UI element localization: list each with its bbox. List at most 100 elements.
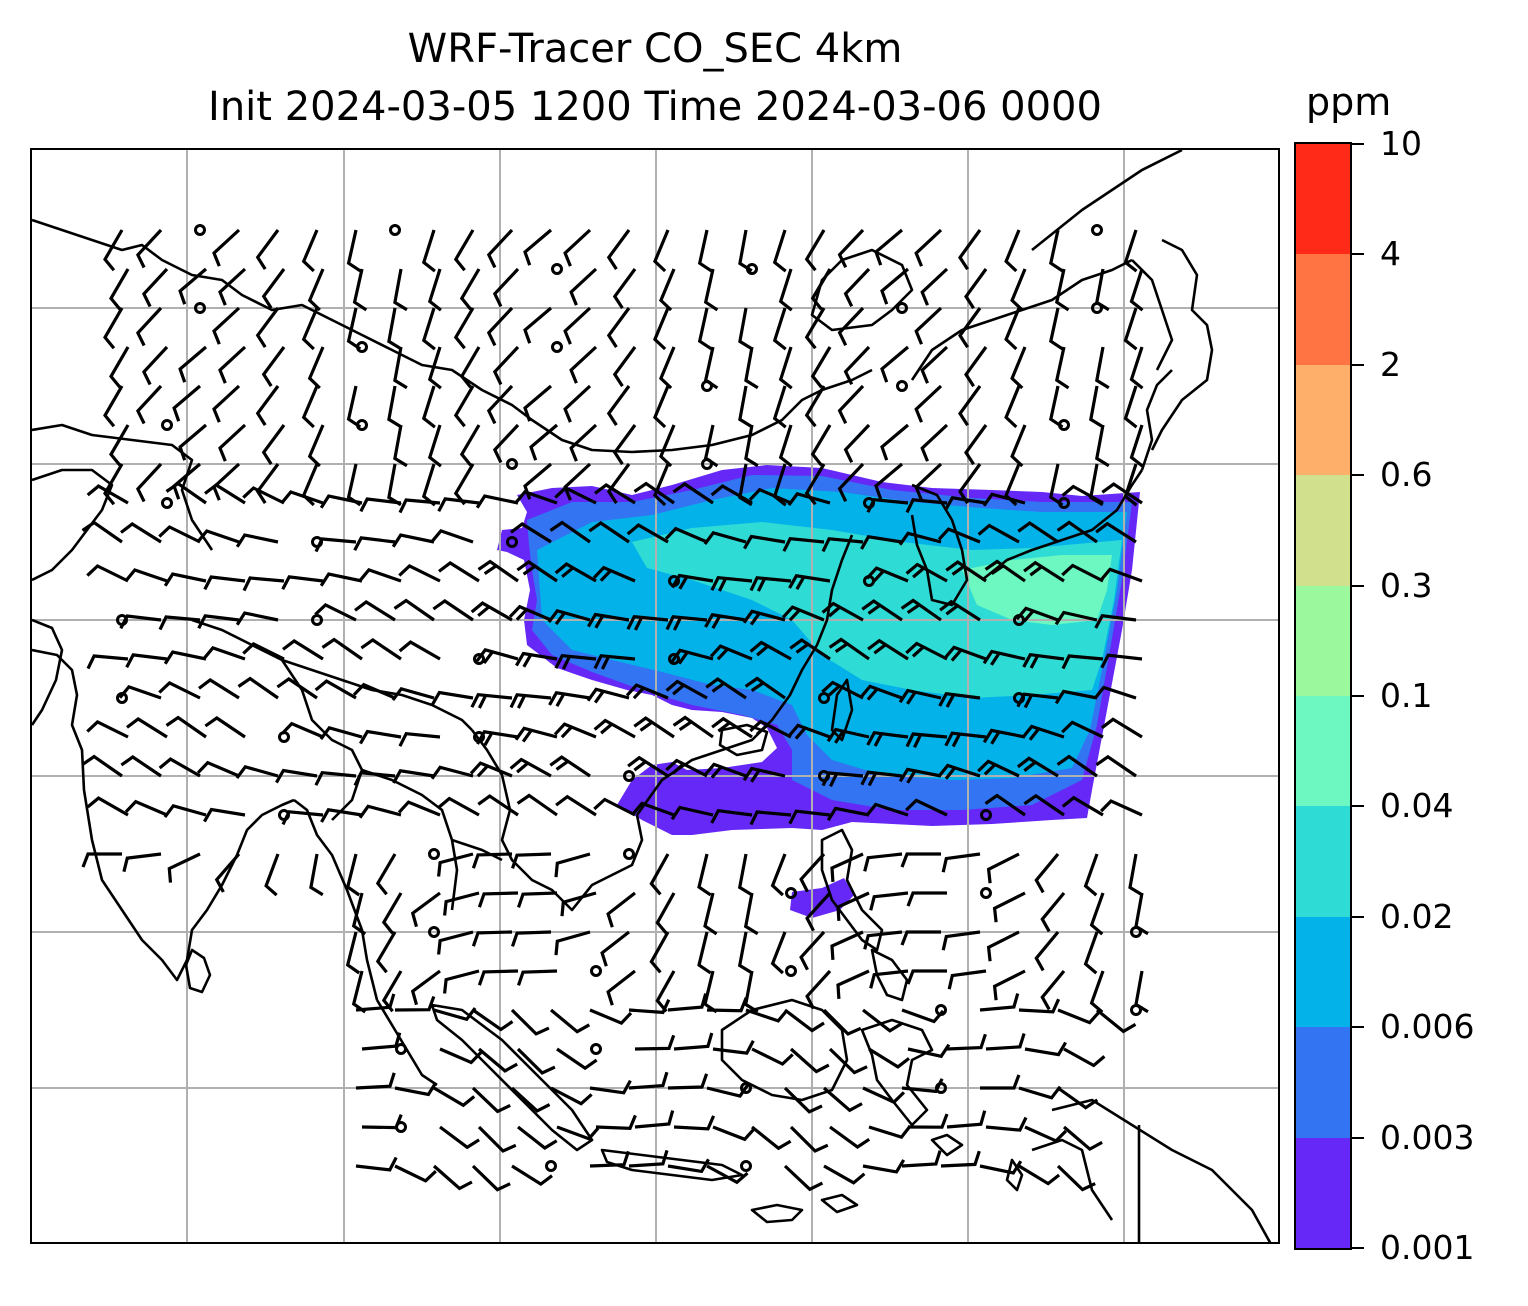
wind-barb xyxy=(124,568,168,583)
wind-barb xyxy=(939,599,981,622)
calm-wind-marker xyxy=(896,380,908,392)
wind-barb xyxy=(1021,724,1065,741)
wind-barb xyxy=(1034,930,1060,972)
wind-barb xyxy=(421,463,436,507)
wind-barb xyxy=(821,601,864,622)
wind-barb xyxy=(421,385,436,429)
wind-barb xyxy=(352,268,368,312)
wind-barb xyxy=(593,797,636,817)
wind-barb xyxy=(906,891,947,907)
wind-barb xyxy=(612,424,637,465)
wind-barb xyxy=(649,931,670,974)
wind-barb xyxy=(905,498,948,514)
wind-barb xyxy=(744,346,759,390)
plume-southern-patch xyxy=(790,878,854,918)
wind-barb xyxy=(511,1164,553,1187)
wind-barb xyxy=(920,267,949,306)
calm-wind-marker xyxy=(1013,614,1025,626)
wind-barb xyxy=(476,730,519,746)
wind-barb xyxy=(453,229,475,272)
wind-barb xyxy=(1083,853,1099,897)
wind-barb xyxy=(1023,560,1065,583)
wind-barb xyxy=(789,638,831,661)
calm-wind-marker xyxy=(623,770,635,782)
calm-wind-marker xyxy=(356,419,368,431)
colorbar-unit: ppm xyxy=(1306,80,1392,124)
wind-barb xyxy=(738,385,753,429)
calm-wind-marker xyxy=(389,224,401,236)
wind-barb xyxy=(510,1008,550,1036)
wind-barb xyxy=(658,346,676,390)
wind-barb xyxy=(523,384,553,422)
wind-barb xyxy=(427,424,442,468)
calm-wind-marker xyxy=(473,653,485,665)
wind-barb xyxy=(863,852,903,872)
wind-barb xyxy=(492,267,520,308)
wind-barb xyxy=(86,484,129,505)
wind-barb xyxy=(1061,484,1104,505)
wind-barb xyxy=(109,346,130,389)
calm-wind-marker xyxy=(668,575,680,587)
wind-barb xyxy=(255,385,280,426)
wind-barb xyxy=(109,424,130,467)
wind-barb xyxy=(823,1164,866,1185)
wind-barb xyxy=(1061,720,1104,739)
colorbar-segment xyxy=(1296,475,1350,586)
wind-barb xyxy=(359,497,402,513)
wind-barb xyxy=(789,1047,830,1074)
calm-wind-marker xyxy=(278,731,290,743)
wind-barb xyxy=(86,654,129,670)
wind-barb xyxy=(86,564,129,583)
wind-barb xyxy=(459,346,481,389)
wind-barb xyxy=(242,486,285,505)
wind-barb xyxy=(941,930,981,951)
wind-barb xyxy=(158,757,201,778)
wind-barb xyxy=(946,1110,987,1129)
wind-barb xyxy=(486,306,514,347)
wind-barb xyxy=(979,993,1020,1012)
calm-wind-marker xyxy=(428,848,440,860)
wind-barb xyxy=(516,793,558,817)
wind-barb xyxy=(198,678,240,700)
wind-barb xyxy=(178,423,208,461)
wind-barb xyxy=(314,602,357,622)
wind-barb xyxy=(743,892,759,936)
wind-barb xyxy=(387,385,402,429)
wind-barb xyxy=(515,651,558,668)
colorbar-tick xyxy=(1352,1247,1364,1249)
wind-barb xyxy=(569,423,598,462)
wind-barb xyxy=(628,1149,669,1168)
calm-wind-marker xyxy=(1130,926,1142,938)
calm-wind-marker xyxy=(1130,1004,1142,1016)
wind-barb xyxy=(301,229,319,273)
wind-barb xyxy=(167,852,201,883)
wind-barb xyxy=(703,970,718,1014)
wind-barb xyxy=(905,732,948,748)
colorbar-tick-label: 0.02 xyxy=(1380,896,1454,936)
calm-wind-marker xyxy=(116,614,128,626)
wind-barb xyxy=(523,228,553,266)
wind-barb xyxy=(421,307,436,351)
wind-barb xyxy=(430,765,474,780)
wind-barb xyxy=(984,793,1026,817)
wind-barb xyxy=(1061,654,1104,670)
wind-barb xyxy=(900,930,941,946)
wind-barb xyxy=(743,534,786,550)
wind-barb xyxy=(492,423,520,464)
wind-barb xyxy=(906,969,947,985)
wind-barb xyxy=(977,523,1020,544)
wind-barb xyxy=(900,852,941,868)
wind-barb xyxy=(781,605,825,622)
wind-barb xyxy=(837,228,865,268)
wind-barb xyxy=(486,228,514,269)
colorbar-tick-label: 0.003 xyxy=(1380,1117,1475,1157)
wind-barb xyxy=(772,385,787,429)
wind-barb xyxy=(634,1110,675,1129)
wind-barb xyxy=(787,491,831,507)
wind-barb xyxy=(1094,613,1137,629)
map-panel[interactable] xyxy=(30,148,1280,1244)
wind-barb xyxy=(307,268,325,312)
calm-wind-marker xyxy=(1091,224,1103,236)
wind-barb xyxy=(627,755,669,778)
wind-barb xyxy=(1004,385,1021,429)
